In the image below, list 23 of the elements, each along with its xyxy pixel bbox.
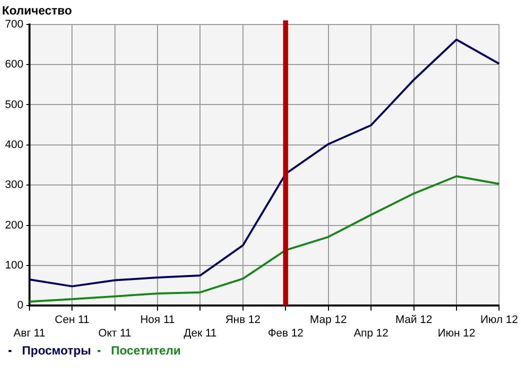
x-tick-label: Июн 12: [438, 327, 476, 340]
x-tick-label: Дек 11: [184, 327, 217, 340]
y-tick-label: 500: [4, 98, 24, 111]
legend-label: Просмотры: [22, 343, 92, 358]
x-tick-label: Окт 11: [98, 327, 132, 340]
chart-title: Количество: [2, 4, 72, 18]
x-tick-label: Авг 11: [14, 327, 46, 340]
x-tick-label: Сен 11: [54, 314, 90, 326]
x-tick-label: Ноя 11: [140, 314, 175, 326]
y-tick-label: 200: [4, 219, 24, 232]
y-tick-label: 700: [4, 18, 24, 30]
x-tick-label: Апр 12: [354, 327, 388, 340]
y-tick-label: 400: [4, 138, 24, 151]
y-tick-label: 300: [4, 179, 24, 192]
x-tick-label: Июл 12: [480, 314, 518, 326]
x-tick-label: Май 12: [395, 314, 432, 326]
legend-label: Посетители: [111, 343, 181, 358]
y-tick-label: 600: [4, 58, 24, 71]
y-tick-label: 100: [4, 259, 24, 272]
x-tick-label: Фев 12: [268, 327, 304, 340]
y-tick-label: 0: [17, 300, 24, 312]
x-tick-label: Мар 12: [310, 314, 347, 326]
x-tick-label: Янв 12: [225, 314, 260, 326]
